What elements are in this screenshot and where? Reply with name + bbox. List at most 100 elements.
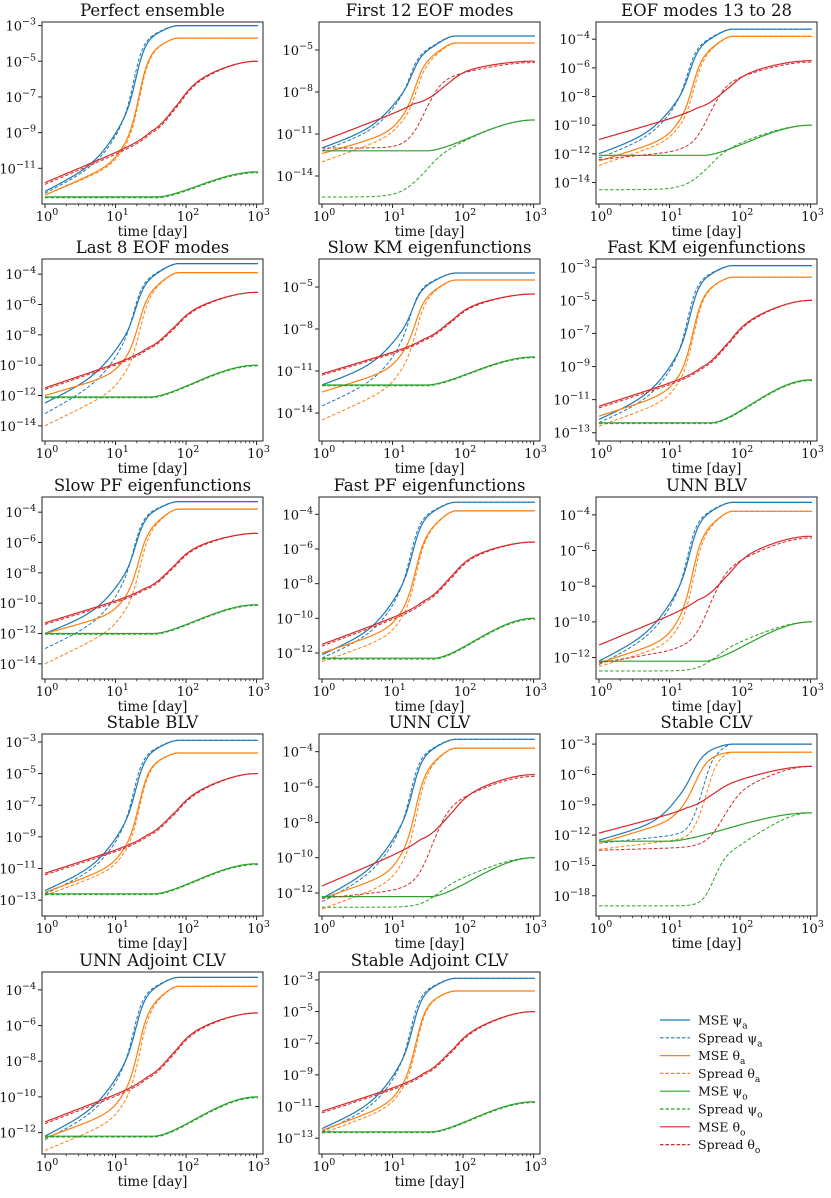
series-line-spread-θa (598, 276, 812, 427)
series-line-spread-θo (322, 62, 535, 149)
series-line-spread-θo (44, 773, 258, 876)
y-tick-label: 10−5 (282, 1003, 313, 1021)
series-line-mse-ψo (45, 364, 258, 398)
x-tick-label: 101 (383, 207, 406, 225)
legend-entry-label: MSE ψa (698, 1013, 748, 1032)
x-tick-label: 101 (660, 682, 683, 700)
x-tick-label: 102 (454, 1157, 477, 1175)
series-line-mse-θa (598, 35, 812, 162)
x-tick-label: 103 (801, 919, 824, 937)
y-tick-label: 10−7 (5, 796, 36, 814)
axes-frame (318, 971, 541, 1155)
axes-frame (595, 733, 818, 917)
x-axis-label: time [day] (118, 699, 188, 715)
axes-frame (41, 258, 264, 442)
legend-entry-label: MSE ψo (698, 1084, 748, 1103)
series-line-mse-θo (598, 535, 812, 646)
y-tick-label: 10−11 (276, 1098, 313, 1116)
x-tick-label: 101 (106, 207, 129, 225)
y-tick-label: 10−7 (282, 1034, 313, 1052)
y-tick-label: 10−13 (276, 1129, 313, 1147)
y-tick-label: 10−6 (559, 542, 590, 560)
x-tick-label: 100 (313, 919, 336, 937)
y-tick-label: 10−4 (282, 743, 313, 761)
y-tick-label: 10−11 (276, 125, 313, 143)
subplot-2: First 12 EOF modes 100 101 102 103 10−5 10−8 10… (276, 1, 546, 240)
axes-frame (41, 971, 264, 1155)
series-line-spread-θo (321, 775, 535, 899)
y-tick-label: 10−11 (0, 159, 36, 177)
x-tick-label: 102 (731, 444, 754, 462)
y-tick-label: 10−9 (5, 828, 36, 846)
x-tick-label: 101 (383, 919, 406, 937)
x-tick-label: 102 (177, 207, 200, 225)
series-line-mse-ψo (599, 124, 812, 156)
subplot-title: Perfect ensemble (80, 1, 225, 20)
y-tick-label: 10−10 (276, 609, 313, 627)
y-tick-label: 10−8 (5, 1052, 36, 1070)
series-line-mse-θo (321, 541, 535, 645)
x-tick-label: 101 (383, 682, 406, 700)
series-line-spread-ψa (321, 738, 535, 903)
y-tick-label: 10−6 (282, 540, 313, 558)
series-line-spread-ψa (321, 977, 535, 1133)
y-tick-label: 10−10 (0, 594, 36, 612)
series-line-spread-ψo (322, 1102, 535, 1134)
x-axis-label: time [day] (672, 936, 742, 952)
y-tick-label: 10−3 (5, 17, 36, 35)
x-tick-label: 100 (590, 207, 613, 225)
x-tick-label: 102 (454, 444, 477, 462)
x-axis-label: time [day] (395, 936, 465, 952)
y-tick-label: 10−5 (5, 52, 36, 70)
subplot-8: Fast PF eigenfunctions 100 101 102 103 10−4 10… (276, 476, 546, 715)
subplot-title: Slow KM eigenfunctions (328, 238, 532, 257)
series-line-spread-θo (598, 299, 812, 409)
series-line-spread-θo (44, 60, 258, 185)
y-tick-label: 10−4 (282, 505, 313, 523)
x-axis-label: time [day] (118, 461, 188, 477)
series-line-mse-ψa (44, 263, 258, 404)
series-line-mse-ψo (45, 604, 258, 635)
x-tick-label: 100 (36, 444, 59, 462)
subplot-13: UNN Adjoint CLV 100 101 102 103 10−4 10−6 10−8 1… (0, 951, 270, 1190)
subplot-title: Fast PF eigenfunctions (334, 476, 526, 495)
x-tick-label: 101 (106, 682, 129, 700)
subplot-title: Last 8 EOF modes (76, 238, 230, 257)
y-tick-label: 10−4 (559, 30, 590, 48)
legend-entry-label: MSE θa (698, 1048, 746, 1067)
series-line-spread-ψo (322, 357, 535, 387)
x-tick-label: 101 (106, 444, 129, 462)
x-tick-label: 101 (106, 919, 129, 937)
y-tick-label: 10−5 (5, 765, 36, 783)
x-tick-label: 103 (524, 682, 547, 700)
series-line-mse-ψa (44, 25, 258, 192)
y-tick-label: 10−6 (559, 59, 590, 77)
x-tick-label: 100 (313, 207, 336, 225)
y-tick-label: 10−13 (0, 891, 36, 909)
series-line-spread-θo (44, 1012, 258, 1125)
x-tick-label: 101 (660, 444, 683, 462)
subplot-title: Stable CLV (660, 713, 753, 732)
y-tick-label: 10−5 (282, 41, 313, 59)
y-tick-label: 10−6 (5, 296, 36, 314)
y-tick-label: 10−12 (553, 145, 590, 163)
y-tick-label: 10−8 (559, 577, 590, 595)
series-line-spread-ψa (598, 28, 812, 159)
series-line-mse-ψo (322, 1101, 535, 1133)
x-tick-label: 101 (106, 1157, 129, 1175)
y-tick-label: 10−10 (0, 356, 36, 374)
subplot-5: Slow KM eigenfunctions 100 101 102 103 10−5 10… (276, 238, 546, 477)
legend-entry-label: Spread θo (698, 1137, 760, 1156)
x-tick-label: 103 (801, 444, 824, 462)
series-line-mse-ψo (599, 621, 812, 662)
series-line-mse-ψa (321, 35, 535, 149)
series-line-spread-θo (44, 532, 258, 625)
series-line-spread-ψo (322, 119, 535, 198)
series-line-spread-ψa (598, 743, 812, 844)
axes-frame (595, 496, 818, 680)
series-line-mse-ψa (321, 501, 535, 656)
x-tick-label: 100 (313, 682, 336, 700)
x-tick-label: 102 (177, 919, 200, 937)
subplot-9: UNN BLV 100 101 102 103 10−4 10−6 10−8 10−10 10−1… (553, 476, 823, 715)
